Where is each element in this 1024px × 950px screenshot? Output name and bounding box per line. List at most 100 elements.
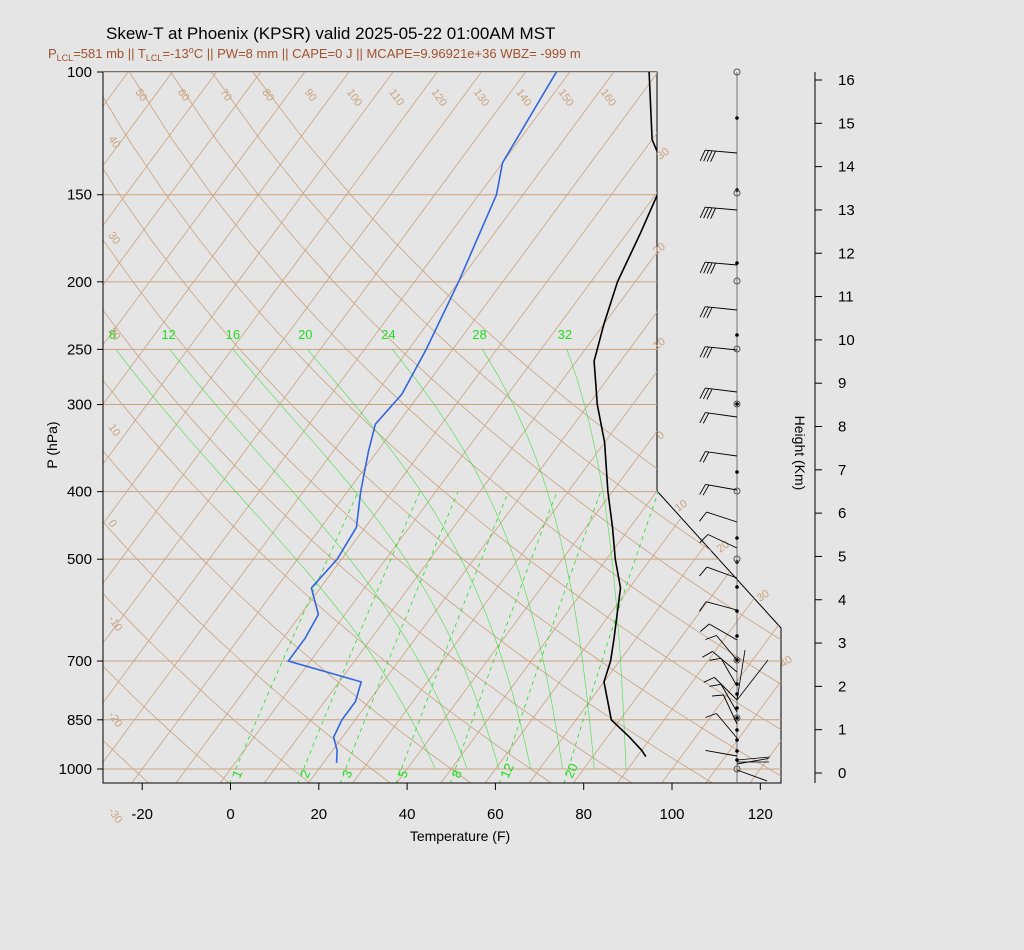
wind-barb-shaft [720, 658, 738, 687]
isotherm-label-right: 0 [655, 429, 667, 442]
y-tick-label: 100 [67, 64, 92, 81]
wind-barb-flag [699, 534, 709, 544]
wind-level-dot [735, 536, 739, 540]
height-tick-label: 5 [838, 548, 846, 565]
isotherm-label-right: 30 [755, 588, 772, 605]
dry-adiabat [103, 72, 714, 783]
wind-level-dot [735, 728, 739, 732]
moist-adiabat [566, 349, 627, 770]
wind-barb [699, 601, 738, 612]
dry-adiabat [252, 72, 781, 783]
wind-barb [699, 451, 738, 463]
moist-adiabat-label: 12 [161, 327, 175, 342]
isotherm-line [970, 72, 1024, 784]
wind-level-dot [735, 333, 739, 337]
isotherm-label-top: 70 [217, 87, 234, 104]
wind-barb-shaft [720, 684, 738, 713]
wind-barb-shaft [712, 651, 738, 673]
moist-adiabat-label: 28 [472, 327, 486, 342]
wind-level-dot [735, 261, 739, 265]
wind-barb-flag [706, 207, 713, 219]
isotherm-line [616, 72, 781, 783]
dry-adiabat [170, 72, 781, 783]
wind-barb-extra [736, 756, 771, 761]
wind-barb-flag [710, 150, 716, 162]
wind-calm-circle [733, 277, 741, 285]
y-tick-label: 1000 [59, 761, 92, 778]
y-tick-label: 500 [67, 551, 92, 568]
wind-barb-shaft [736, 758, 769, 765]
height-tick-label: 14 [838, 159, 855, 176]
moist-adiabat [232, 349, 500, 770]
wind-calm-circle [733, 189, 741, 197]
wind-calm-circle [733, 68, 741, 76]
subtitle-tlcl: -13 [170, 46, 189, 61]
wind-barb [699, 566, 738, 579]
moist-adiabat [307, 349, 532, 770]
moist-adiabat [482, 349, 595, 770]
y-axis-label: P (hPa) [44, 421, 60, 468]
wind-calm-circle [733, 656, 741, 664]
wind-barb [705, 635, 738, 661]
wind-barb-shaft [716, 635, 738, 661]
wind-level-dot [735, 706, 739, 710]
wind-barb-flag [702, 484, 710, 496]
isotherm-label-left: 40 [106, 134, 123, 151]
x-tick-label: -20 [131, 806, 153, 823]
wind-level-dot [735, 738, 739, 742]
isotherm-label-left: -30 [106, 806, 125, 826]
x-tick-label: 60 [487, 806, 504, 823]
wind-barb-flag [709, 683, 722, 687]
wind-calm-circle [733, 555, 741, 563]
height-tick-label: 6 [838, 505, 846, 522]
mixing-ratio-line [395, 491, 509, 783]
wind-barb-shaft [705, 306, 738, 311]
wind-barb-shaft [706, 511, 738, 523]
height-tick-label: 9 [838, 375, 846, 392]
wind-barb-flag [703, 207, 710, 219]
wind-barb [699, 387, 738, 400]
wind-barb-shaft [723, 694, 738, 725]
wind-calm-circle [733, 765, 741, 773]
isotherm-line [749, 72, 781, 783]
wind-barb [709, 657, 738, 687]
isotherm-label-right: 30 [655, 146, 672, 163]
height-tick-label: 2 [838, 678, 846, 695]
wind-barb [699, 484, 738, 496]
dewpoint-line [286, 72, 558, 763]
wind-barb-flag [699, 451, 706, 463]
wind-barb-flag [703, 150, 710, 162]
wind-barb-flag [699, 484, 706, 495]
wind-barb [705, 750, 738, 757]
dry-adiabat [103, 72, 392, 783]
x-tick-label: 120 [748, 806, 773, 823]
mixing-ratio-label: 20 [561, 761, 581, 780]
wind-barb-flag [700, 623, 710, 632]
wind-barb-flag [699, 306, 706, 318]
wind-barb-flag [706, 388, 713, 400]
height-tick-label: 16 [838, 72, 855, 89]
isotherm-line [103, 72, 615, 783]
height-tick-label: 12 [838, 245, 855, 262]
wind-barb-flag [710, 262, 716, 274]
wind-barb-flag [703, 262, 710, 274]
wind-level-dot [735, 585, 739, 589]
y-tick-label: 150 [67, 187, 92, 204]
wind-barb [709, 683, 738, 713]
wind-level-dot [735, 402, 739, 406]
isotherm-label-right: 10 [673, 498, 690, 515]
subtitle-mcape: 9.96921e+36 [420, 46, 496, 61]
mixing-ratio-line [563, 491, 659, 783]
height-tick-label: 3 [838, 635, 846, 652]
moist-adiabat-label: 8 [109, 327, 116, 342]
x-axis-label: Temperature (F) [410, 828, 510, 844]
wind-barb-shaft [707, 534, 738, 549]
wind-barb [703, 676, 738, 701]
wind-barb-shaft [705, 346, 738, 351]
isotherm-label-left: 10 [106, 422, 123, 439]
isotherm-line [660, 72, 781, 783]
x-tick-label: 100 [659, 806, 684, 823]
wind-calm-circle [733, 487, 741, 495]
wind-barb-flag [703, 676, 715, 683]
isotherm-line [926, 72, 1024, 784]
